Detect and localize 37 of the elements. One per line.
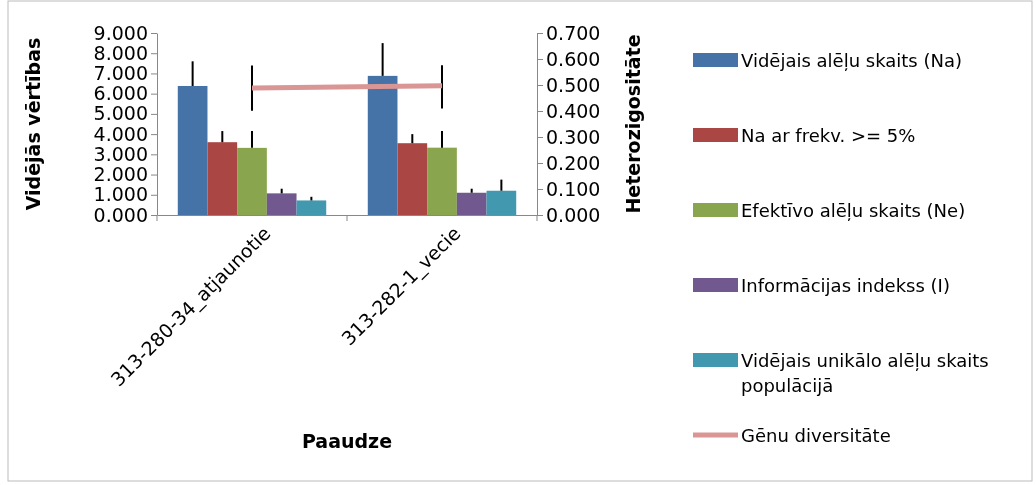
- legend-label: Gēnu diversitāte: [741, 425, 891, 446]
- bar: [207, 142, 238, 215]
- y-tick-label: 6.000: [93, 82, 148, 105]
- bar: [397, 143, 428, 215]
- y2-tick-label: 0.000: [546, 203, 601, 226]
- bar: [237, 147, 267, 215]
- bar: [296, 200, 327, 215]
- legend-label: Vidējais alēļu skaits (Na): [741, 50, 963, 71]
- y2-tick-label: 0.400: [546, 99, 601, 122]
- bar: [427, 147, 457, 215]
- x-axis-title: Paaudze: [301, 430, 393, 452]
- legend-label: Vidējais unikālo alēļu skaits populācijā: [741, 350, 989, 396]
- y-tick-label: 4.000: [93, 122, 148, 145]
- bar: [486, 190, 517, 215]
- y-tick-label: 3.000: [93, 142, 148, 165]
- y-tick-label: 9.000: [93, 21, 148, 44]
- legend-label: Na ar frekv. >= 5%: [741, 125, 916, 146]
- legend-label: Informācijas indekss (I): [741, 275, 950, 296]
- y-tick-label: 2.000: [93, 163, 148, 186]
- y-axis-title: Vidējās vērtības: [22, 37, 44, 211]
- bar: [367, 75, 398, 215]
- y-tick-label: 5.000: [93, 102, 148, 125]
- y2-axis-title: Heterozigositāte: [622, 34, 644, 214]
- y-tick-label: 1.000: [93, 183, 148, 206]
- y2-tick-label: 0.500: [546, 73, 601, 96]
- y2-tick-label: 0.300: [546, 125, 601, 148]
- bar: [177, 85, 208, 215]
- y2-tick-label: 0.100: [546, 177, 601, 200]
- y2-tick-label: 0.200: [546, 151, 601, 174]
- y-tick-label: 8.000: [93, 41, 148, 64]
- y-tick-label: 0.000: [93, 203, 148, 226]
- y2-tick-label: 0.700: [546, 21, 601, 44]
- legend-label: Efektīvo alēļu skaits (Ne): [741, 200, 966, 221]
- y-tick-label: 7.000: [93, 62, 148, 85]
- y2-tick-label: 0.600: [546, 47, 601, 70]
- bar: [456, 192, 487, 215]
- bar: [266, 193, 297, 215]
